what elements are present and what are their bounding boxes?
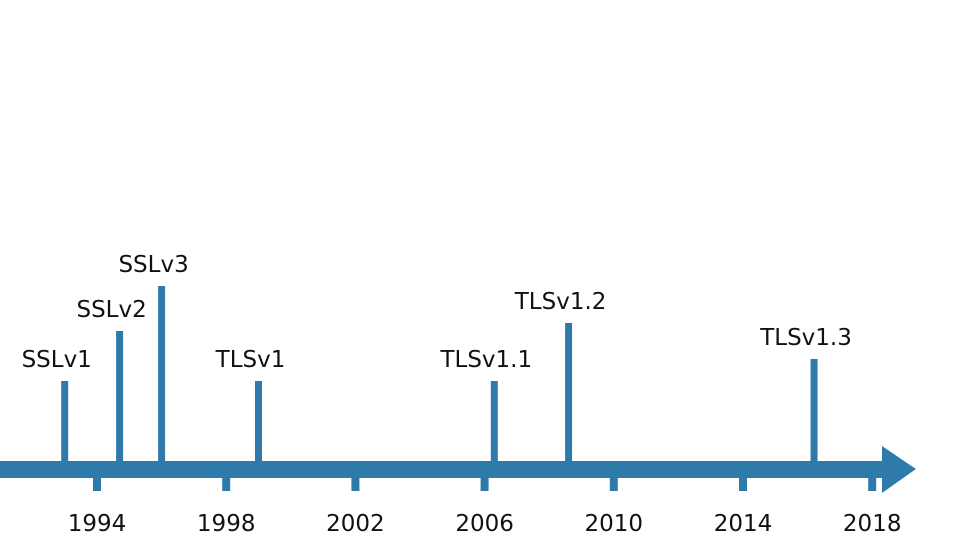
axis-layer [0, 446, 916, 493]
year-tick-1994 [93, 476, 101, 491]
events-layer: SSLv1 SSLv2 SSLv3 TLSv1 TLSv1.1 TLSv1.2 TLSv1.… [22, 252, 852, 463]
event-label-sslv3: SSLv3 [118, 252, 188, 278]
year-label-2014: 2014 [714, 511, 773, 537]
year-tick-2002 [351, 476, 360, 491]
year-tick-2014 [739, 476, 747, 491]
event-marker-sslv3 [158, 286, 166, 463]
year-tick-2010 [609, 476, 618, 491]
event-marker-tlsv1-3 [810, 359, 818, 463]
event-label-tlsv1: TLSv1 [215, 347, 286, 373]
timeline-axis [0, 461, 888, 478]
event-marker-tlsv1 [255, 381, 262, 463]
year-label-2018: 2018 [843, 511, 902, 537]
event-marker-tlsv1-1 [490, 381, 498, 463]
event-marker-tlsv1-2 [565, 323, 573, 463]
event-marker-sslv1 [61, 381, 69, 463]
year-label-2006: 2006 [455, 511, 514, 537]
year-tick-2018 [868, 476, 877, 491]
event-label-tlsv1-3: TLSv1.3 [759, 325, 852, 351]
event-label-sslv1: SSLv1 [22, 347, 92, 373]
year-label-2010: 2010 [585, 511, 644, 537]
year-ticks-layer: 1994 1998 2002 2006 2010 2014 2018 [68, 476, 902, 537]
event-label-tlsv1-1: TLSv1.1 [439, 347, 532, 373]
year-label-1994: 1994 [68, 511, 127, 537]
event-marker-sslv2 [116, 331, 124, 463]
year-label-1998: 1998 [197, 511, 256, 537]
timeline-arrowhead [882, 446, 916, 493]
event-label-sslv2: SSLv2 [76, 297, 146, 323]
year-label-2002: 2002 [326, 511, 385, 537]
year-tick-2006 [480, 476, 489, 491]
year-tick-1998 [222, 476, 231, 491]
event-label-tlsv1-2: TLSv1.2 [514, 289, 607, 315]
